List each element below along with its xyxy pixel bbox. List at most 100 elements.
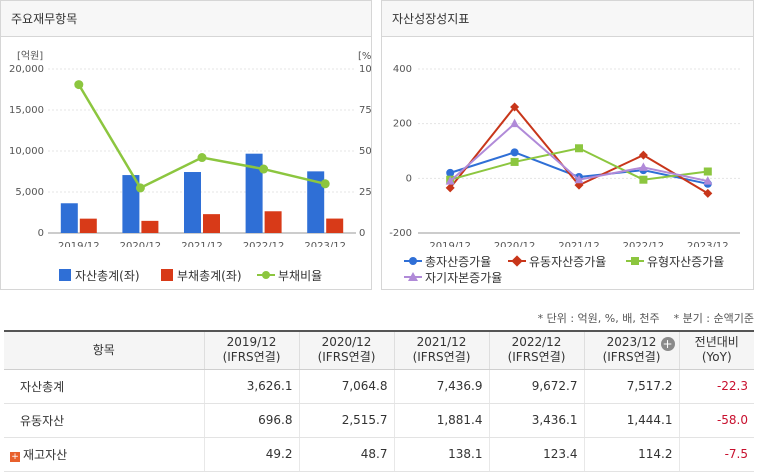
legend-label: 유형자산증가율 — [647, 255, 725, 269]
y-axis-unit-left: [억원] — [17, 50, 43, 62]
legend-label: 부채총계(좌) — [177, 269, 242, 283]
y-tick-label: 20,000 — [9, 64, 44, 75]
y-axis-unit-right: [%] — [358, 51, 371, 62]
bar-total-liabilities — [264, 211, 282, 233]
bar-total-assets — [60, 203, 78, 233]
point-total-asset-growth — [510, 148, 519, 157]
y2-tick-label: 0 — [359, 228, 365, 239]
yoy-cell: -22.3 — [678, 369, 754, 404]
line-equity-growth — [449, 122, 709, 183]
financial-items-title: 주요재무항목 — [1, 1, 371, 37]
y-tick-label: 10,000 — [9, 146, 44, 157]
period-note: * 분기 : 순액기준 — [673, 312, 754, 325]
cell: 3,436.1 — [488, 403, 584, 438]
table-row: 자산총계 3,626.1 7,064.8 7,436.9 9,672.7 7,5… — [4, 369, 754, 404]
cell: 7,064.8 — [298, 369, 394, 404]
bar-total-assets — [184, 172, 201, 233]
x-tick-label: 2020/12 — [494, 241, 536, 247]
header-item: 항목 — [4, 330, 204, 370]
point-tangible-asset-growth — [639, 175, 648, 184]
legend-swatch — [404, 271, 422, 283]
cell: 7,517.2 — [583, 369, 679, 404]
header-yoy: 전년대비 (YoY) — [678, 330, 754, 370]
cell: 696.8 — [203, 403, 299, 438]
yoy-cell: -58.0 — [678, 403, 754, 438]
y-tick-label: 0 — [406, 173, 412, 184]
legend-item-total-assets[interactable]: 자산총계(좌) — [59, 267, 140, 284]
y-tick-label: 5,000 — [15, 187, 44, 198]
legend-item-equity-growth[interactable]: 자기자본증가율 — [404, 269, 502, 286]
asset-growth-chart: -200 0 200 400 2019/12 2020/12 2021/12 2022/12 2… — [389, 64, 740, 247]
bar-total-assets — [245, 153, 263, 233]
header-2021: 2021/12 (IFRS연결) — [393, 330, 489, 370]
point-debt-ratio — [197, 153, 207, 163]
row-label: 자산총계 — [4, 369, 204, 404]
bar-total-assets — [122, 175, 140, 233]
cell: 3,626.1 — [203, 369, 299, 404]
legend-swatch — [161, 269, 173, 281]
y-tick-label: 200 — [393, 119, 412, 130]
y2-tick-label: 25 — [359, 187, 371, 198]
cell: 123.4 — [488, 437, 584, 472]
legend-item-current-asset-growth[interactable]: 유동자산증가율 — [508, 253, 606, 270]
header-2023: 2023/12 + (IFRS연결) — [583, 330, 679, 370]
header-2019: 2019/12 (IFRS연결) — [203, 330, 299, 370]
legend-label: 자산총계(좌) — [75, 269, 140, 283]
x-tick-label: 2021/12 — [181, 241, 223, 247]
cell: 1,881.4 — [393, 403, 489, 438]
legend-item-tangible-asset-growth[interactable]: 유형자산증가율 — [626, 253, 724, 270]
y2-tick-label: 50 — [359, 146, 371, 157]
point-equity-growth — [445, 176, 455, 185]
point-current-asset-growth — [638, 150, 648, 160]
legend-swatch — [59, 269, 71, 281]
legend-label: 총자산증가율 — [425, 255, 492, 269]
x-tick-label: 2022/12 — [243, 241, 285, 247]
x-tick-label: 2019/12 — [429, 241, 471, 247]
cell: 2,515.7 — [298, 403, 394, 438]
legend-item-total-liabilities[interactable]: 부채총계(좌) — [161, 267, 242, 284]
y-tick-label: 0 — [38, 228, 44, 239]
table-row: 유동자산 696.8 2,515.7 1,881.4 3,436.1 1,444… — [4, 403, 754, 438]
cell: 49.2 — [203, 437, 299, 472]
legend-swatch — [626, 255, 644, 267]
bar-total-assets — [307, 171, 325, 233]
point-debt-ratio — [74, 80, 84, 90]
legend-swatch — [404, 255, 422, 267]
row-label: 유동자산 — [4, 403, 204, 438]
point-total-asset-growth — [446, 168, 455, 177]
bar-total-liabilities — [141, 220, 159, 233]
point-debt-ratio — [135, 183, 145, 193]
table-row: + 재고자산 49.2 48.7 138.1 123.4 114.2 -7.5 — [4, 437, 754, 472]
x-tick-label: 2019/12 — [58, 241, 100, 247]
header-2020: 2020/12 (IFRS연결) — [298, 330, 394, 370]
cell: 48.7 — [298, 437, 394, 472]
expand-icon[interactable]: + — [10, 451, 20, 462]
point-current-asset-growth — [703, 188, 713, 198]
point-tangible-asset-growth — [575, 144, 583, 153]
x-tick-label: 2023/12 — [304, 241, 346, 247]
point-tangible-asset-growth — [703, 167, 712, 176]
point-equity-growth — [703, 176, 713, 185]
financial-table: 항목 2019/12 (IFRS연결) 2020/12 (IFRS연결) 2021/… — [4, 330, 754, 472]
cell: 138.1 — [393, 437, 489, 472]
y-tick-label: -200 — [389, 228, 412, 239]
asset-growth-title: 자산성장성지표 — [382, 1, 753, 37]
y-tick-label: 400 — [393, 64, 412, 75]
legend-label: 자기자본증가율 — [425, 271, 503, 285]
bar-total-liabilities — [326, 218, 344, 233]
legend-label: 유동자산증가율 — [529, 255, 607, 269]
cell: 114.2 — [583, 437, 679, 472]
cell: 9,672.7 — [488, 369, 584, 404]
row-label-expandable[interactable]: + 재고자산 — [4, 437, 204, 472]
x-tick-label: 2020/12 — [120, 241, 162, 247]
legend-item-total-asset-growth[interactable]: 총자산증가율 — [404, 253, 491, 270]
add-column-icon[interactable]: + — [660, 337, 675, 352]
table-header-row: 항목 2019/12 (IFRS연결) 2020/12 (IFRS연결) 2021/… — [4, 330, 754, 370]
yoy-cell: -7.5 — [678, 437, 754, 472]
legend-item-debt-ratio[interactable]: 부채비율 — [257, 267, 322, 284]
point-equity-growth — [638, 162, 648, 171]
financial-items-panel: 주요재무항목 [억원] [%] 0 5,000 10,000 15,000 20,000 0 2… — [0, 0, 372, 290]
point-current-asset-growth — [445, 183, 455, 193]
y2-tick-label: 75 — [359, 105, 371, 116]
x-tick-label: 2022/12 — [623, 241, 665, 247]
